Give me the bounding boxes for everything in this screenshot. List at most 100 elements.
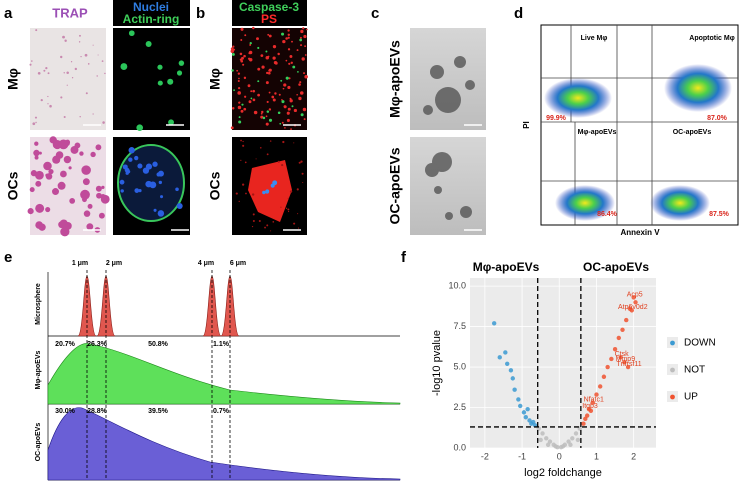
- texture-dot: [302, 107, 307, 112]
- texture-dot: [287, 29, 290, 32]
- texture-dot: [260, 112, 263, 115]
- texture-dot: [267, 71, 271, 75]
- texture-dot: [247, 84, 251, 88]
- texture-dot: [120, 189, 124, 193]
- point: [633, 300, 638, 305]
- header: PS: [261, 12, 277, 26]
- texture-dot: [252, 219, 255, 222]
- panel-letter: c: [371, 5, 379, 22]
- point: [560, 444, 566, 449]
- texture-dot: [78, 41, 81, 43]
- texture-dot: [79, 34, 81, 37]
- texture-dot: [128, 30, 135, 37]
- point: [601, 374, 607, 379]
- texture-dot: [70, 61, 73, 63]
- texture-dot: [277, 52, 280, 56]
- texture-dot: [40, 98, 43, 102]
- texture-dot: [29, 63, 32, 66]
- texture-dot: [236, 69, 239, 72]
- texture-dot: [266, 110, 270, 113]
- texture-dot: [257, 80, 260, 83]
- texture-dot: [237, 91, 241, 95]
- texture-dot: [265, 122, 269, 126]
- x-tick-label: -2: [481, 451, 489, 461]
- texture-dot: [79, 151, 84, 156]
- texture-dot: [47, 72, 50, 75]
- point: [510, 376, 515, 381]
- texture-dot: [304, 45, 307, 48]
- y-tick-label: 5.0: [453, 361, 466, 371]
- texture-dot: [257, 67, 261, 71]
- texture-dot: [238, 120, 242, 124]
- texture-dot: [138, 188, 142, 193]
- texture-dot: [34, 141, 39, 146]
- texture-dot: [285, 76, 289, 80]
- texture-dot: [298, 96, 302, 101]
- texture-dot: [287, 197, 289, 200]
- panel-letter: e: [4, 249, 12, 266]
- point: [527, 418, 532, 423]
- texture-dot: [268, 68, 272, 72]
- header: Actin-ring: [123, 12, 180, 26]
- texture-dot: [79, 115, 81, 118]
- texture-dot: [238, 77, 240, 80]
- texture-dot: [92, 44, 94, 46]
- texture-dot: [279, 122, 282, 125]
- texture-dot: [280, 206, 282, 208]
- texture-dot: [291, 40, 293, 43]
- texture-dot: [304, 54, 307, 56]
- group-label: OC-apoEVs: [583, 260, 649, 274]
- texture-dot: [45, 67, 48, 70]
- texture-dot: [240, 139, 242, 142]
- row-label: OCs: [5, 171, 21, 200]
- texture-dot: [80, 55, 82, 58]
- y-tick-label: 7.5: [453, 321, 466, 331]
- texture-dot: [242, 63, 245, 66]
- texture-dot: [32, 122, 36, 126]
- texture-dot: [287, 85, 291, 90]
- texture-dot: [176, 202, 183, 209]
- texture-dot: [245, 192, 247, 195]
- texture-dot: [128, 157, 133, 162]
- texture-dot: [270, 183, 275, 188]
- texture-dot: [283, 83, 287, 87]
- texture-dot: [301, 172, 304, 175]
- texture-dot: [35, 180, 42, 187]
- texture-dot: [34, 116, 38, 119]
- gene-label: Atp6v0d2: [618, 304, 648, 311]
- axis-label: Annexin V: [620, 228, 660, 237]
- point: [594, 392, 599, 397]
- texture-dot: [232, 45, 235, 48]
- panel-letter: d: [514, 5, 523, 22]
- image: [30, 28, 106, 130]
- texture-dot: [282, 39, 286, 44]
- percent: 99.9%: [546, 115, 567, 122]
- texture-dot: [264, 226, 266, 229]
- texture-dot: [289, 99, 293, 103]
- texture-dot: [277, 111, 281, 115]
- legend-label: UP: [684, 392, 698, 403]
- texture-dot: [244, 161, 247, 164]
- texture-dot: [292, 65, 296, 69]
- texture-dot: [38, 151, 42, 155]
- texture-dot: [256, 37, 259, 41]
- texture-dot: [285, 207, 288, 209]
- texture-dot: [60, 55, 63, 59]
- texture-dot: [240, 109, 244, 113]
- point: [491, 321, 497, 326]
- texture-dot: [266, 71, 269, 75]
- texture-dot: [232, 107, 234, 110]
- texture-dot: [66, 84, 68, 86]
- texture-dot: [285, 37, 288, 40]
- texture-dot: [289, 190, 293, 193]
- point: [568, 442, 573, 447]
- texture-dot: [240, 27, 244, 31]
- texture-dot: [288, 62, 291, 65]
- track-label: Microsphere: [35, 283, 42, 325]
- texture-dot: [74, 67, 78, 71]
- texture-dot: [265, 50, 268, 53]
- texture-dot: [293, 142, 295, 144]
- texture-dot: [241, 103, 244, 106]
- texture-dot: [175, 187, 179, 192]
